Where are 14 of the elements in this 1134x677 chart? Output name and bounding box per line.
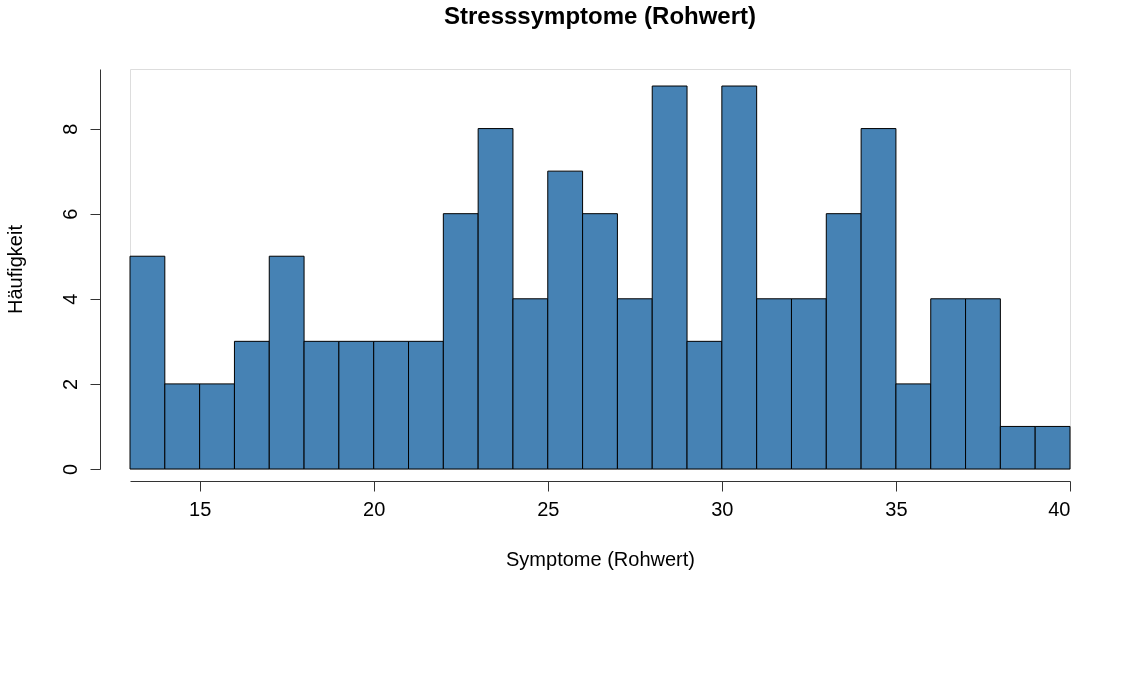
x-tick-label: 35 <box>885 497 908 520</box>
x-tick-label: 30 <box>711 497 734 520</box>
y-tick-label: 4 <box>58 293 81 305</box>
y-axis-title: Häufigkeit <box>3 224 26 314</box>
chart-title: Stresssymptome (Rohwert) <box>443 2 757 29</box>
y-tick-label: 2 <box>58 378 81 390</box>
y-tick-label: 6 <box>58 208 81 220</box>
y-tick-label: 8 <box>58 123 81 135</box>
x-tick-label: 40 <box>1048 497 1071 520</box>
x-tick-label: 15 <box>189 497 212 520</box>
x-tick-label: 25 <box>537 497 560 520</box>
x-axis-title: Symptome (Rohwert) <box>506 547 695 570</box>
x-tick-label: 20 <box>363 497 386 520</box>
y-tick-label: 0 <box>58 463 81 476</box>
